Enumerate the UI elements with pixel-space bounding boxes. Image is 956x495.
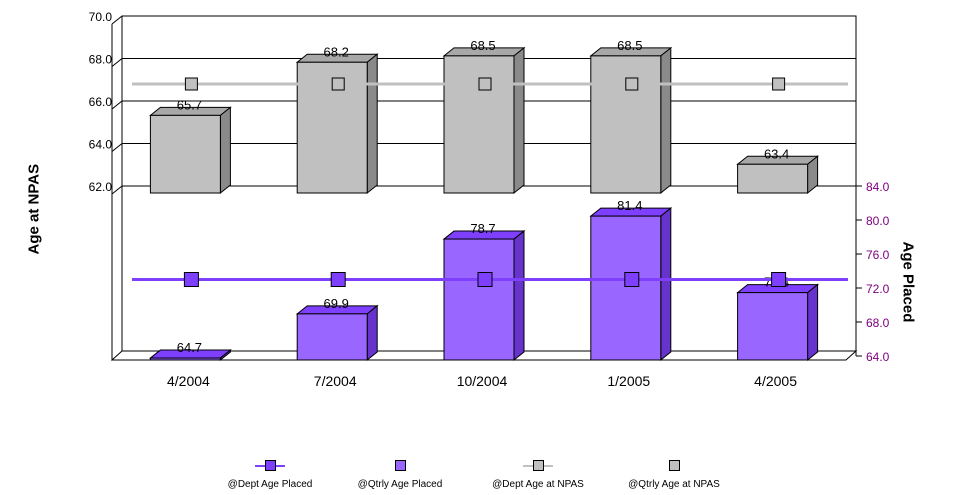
legend-label: @Dept Age Placed (227, 479, 313, 490)
legend-symbol (255, 456, 285, 476)
bar-side-face (513, 46, 525, 195)
bar-side-face (660, 207, 672, 362)
x-tick-label: 4/2004 (167, 373, 210, 389)
data-label-npas: 68.2 (324, 44, 349, 59)
legend-item-dept-age-npas: @Dept Age at NPAS (468, 456, 608, 490)
y-tick-label-left: 62.0 (89, 180, 113, 194)
legend-item-dept-age-placed: @Dept Age Placed (200, 456, 340, 490)
chart-legend: @Dept Age Placed @Qtrly Age Placed @Dept… (200, 456, 780, 492)
legend-item-qtrly-age-npas: @Qtrly Age at NPAS (604, 456, 744, 490)
y-tick-label-left: 64.0 (89, 138, 113, 152)
marker-dept-npas (184, 77, 198, 91)
x-tick-label: 4/2005 (754, 373, 797, 389)
y-tick-label-right: 64.0 (866, 350, 890, 364)
legend-item-qtrly-age-placed: @Qtrly Age Placed (330, 456, 470, 490)
bar-side-face (807, 283, 819, 362)
y-tick-label-left: 66.0 (89, 95, 113, 109)
data-label-age-placed: 69.9 (324, 296, 349, 311)
legend-symbol (385, 456, 415, 476)
bar-age-placed (737, 292, 809, 361)
legend-label: @Dept Age at NPAS (492, 479, 584, 490)
y-tick-label-left: 68.0 (89, 53, 113, 67)
bar-side-face (660, 46, 672, 195)
gridline-side (111, 58, 123, 67)
data-label-npas: 68.5 (617, 38, 642, 53)
bar-age-placed (296, 313, 368, 361)
data-label-age-placed: 64.7 (177, 340, 202, 355)
bar-age-placed (149, 357, 221, 361)
bar-side-face (513, 230, 525, 362)
y-tick-label-left: 70.0 (89, 10, 113, 24)
gridline-side (111, 15, 123, 25)
marker-dept-age-placed (330, 272, 346, 287)
bar-side-face (366, 53, 378, 195)
marker-dept-age-placed (183, 272, 199, 287)
marker-dept-npas (478, 77, 492, 91)
data-label-age-placed: 78.7 (470, 221, 495, 236)
x-tick-label: 1/2005 (607, 373, 650, 389)
marker-dept-age-placed (624, 272, 640, 287)
y-tick-label-right: 80.0 (866, 214, 890, 228)
bar-npas (149, 114, 221, 194)
bar-age-placed (590, 215, 662, 361)
bar-npas (590, 55, 662, 194)
marker-dept-npas (331, 77, 345, 91)
y-axis-label-left: Age at NPAS (25, 163, 43, 255)
bar-npas (737, 163, 809, 194)
data-label-npas: 65.7 (177, 97, 202, 112)
bar-side-face (366, 304, 378, 362)
data-label-npas: 68.5 (470, 38, 495, 53)
data-label-age-placed: 81.4 (617, 198, 642, 213)
gridline-side (111, 185, 123, 195)
y-axis-label-right: Age Placed (899, 241, 917, 323)
y-tick-label-right: 76.0 (866, 248, 890, 262)
data-label-npas: 63.4 (764, 146, 789, 161)
legend-symbol (523, 456, 553, 476)
marker-dept-npas (772, 77, 786, 91)
y-tick-label-right: 84.0 (866, 180, 890, 194)
x-tick-label: 10/2004 (457, 373, 508, 389)
gridline-side (111, 143, 123, 152)
bar-age-placed (443, 238, 515, 361)
bar-npas (443, 55, 515, 194)
gridline-side (111, 100, 123, 110)
marker-dept-age-placed (771, 272, 787, 287)
marker-dept-age-placed (477, 272, 493, 287)
legend-symbol (659, 456, 689, 476)
x-tick-label: 7/2004 (314, 373, 357, 389)
y-tick-label-right: 72.0 (866, 282, 890, 296)
legend-label: @Qtrly Age at NPAS (628, 479, 720, 490)
y-tick-label-right: 68.0 (866, 316, 890, 330)
marker-dept-npas (625, 77, 639, 91)
bar-side-face (219, 106, 231, 195)
legend-label: @Qtrly Age Placed (357, 479, 443, 490)
